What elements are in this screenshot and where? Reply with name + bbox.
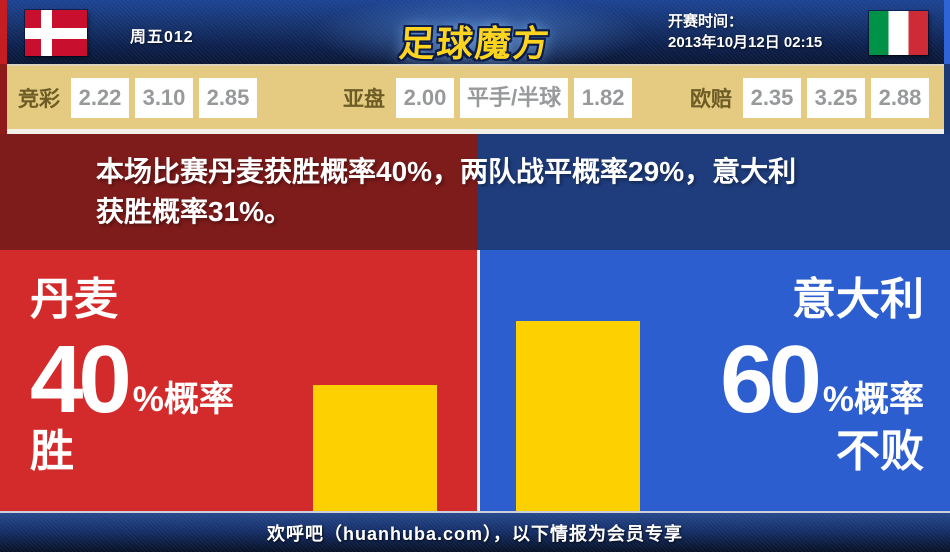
right-edge-strip xyxy=(944,0,950,134)
away-dark-panel xyxy=(477,134,950,250)
odds-value-box: 1.82 xyxy=(574,77,633,118)
summary-line-1: 本场比赛丹麦获胜概率40%，两队战平概率29%，意大利 xyxy=(96,156,797,187)
odds-label-yapan: 亚盘 xyxy=(343,87,385,111)
odds-label-jingcai: 竞彩 xyxy=(18,87,60,111)
site-logo: 足球魔方 xyxy=(397,23,553,64)
footer-text: 欢呼吧（huanhuba.com），以下情报为会员专享 xyxy=(266,523,683,544)
home-probability-suffix: %概率 xyxy=(132,380,234,419)
footer: 欢呼吧（huanhuba.com），以下情报为会员专享 xyxy=(0,511,950,552)
denmark-flag-icon xyxy=(25,10,87,56)
header: 周五012 足球魔方 开赛时间： 2013年10月12日 02:15 xyxy=(0,0,950,66)
odds-group-yapan: 亚盘 2.00 平手/半球 1.82 xyxy=(343,66,635,129)
away-probability-suffix: %概率 xyxy=(822,380,924,419)
odds-value-box: 3.25 xyxy=(807,77,865,118)
odds-value-box: 2.88 xyxy=(871,77,929,118)
summary-line-2: 获胜概率31%。 xyxy=(96,196,293,227)
home-team-name: 丹麦 xyxy=(30,275,118,324)
home-team-stats: 丹麦 40 %概率 胜 xyxy=(30,274,234,482)
kickoff-time: 2013年10月12日 02:15 xyxy=(668,34,823,51)
odds-handicap-box: 平手/半球 xyxy=(460,77,569,118)
away-team-name: 意大利 xyxy=(792,275,924,324)
away-result-label: 不败 xyxy=(836,427,924,476)
odds-value-box: 3.10 xyxy=(135,77,193,118)
odds-value-box: 2.85 xyxy=(199,77,257,118)
prediction-summary: 本场比赛丹麦获胜概率40%，两队战平概率29%，意大利 获胜概率31%。 xyxy=(96,152,856,232)
home-result-label: 胜 xyxy=(30,427,74,476)
odds-label-oupei: 欧赔 xyxy=(690,87,732,111)
odds-group-jingcai: 竞彩 2.22 3.10 2.85 xyxy=(18,66,260,129)
odds-value-box: 2.22 xyxy=(71,77,129,118)
away-probability: 60 %概率 xyxy=(720,326,924,433)
home-probability-bar xyxy=(313,384,437,511)
match-code: 周五012 xyxy=(130,29,194,46)
separator-line xyxy=(0,129,950,134)
left-edge-strip xyxy=(0,0,7,134)
panel-divider xyxy=(477,250,480,511)
home-dark-panel xyxy=(0,134,477,250)
away-probability-bar xyxy=(516,321,640,511)
kickoff-info: 开赛时间： 2013年10月12日 02:15 xyxy=(668,11,822,53)
odds-bar: 竞彩 2.22 3.10 2.85 亚盘 2.00 平手/半球 1.82 欧赔 … xyxy=(0,66,950,129)
odds-value-box: 2.00 xyxy=(396,77,454,118)
odds-value-box: 2.35 xyxy=(743,77,801,118)
italy-flag-icon xyxy=(869,11,928,55)
home-probability-value: 40 xyxy=(30,326,132,433)
away-probability-value: 60 xyxy=(720,326,822,433)
away-team-stats: 意大利 60 %概率 不败 xyxy=(720,274,924,482)
kickoff-label: 开赛时间： xyxy=(668,13,744,30)
odds-group-oupei: 欧赔 2.35 3.25 2.88 xyxy=(690,66,932,129)
main-area: 本场比赛丹麦获胜概率40%，两队战平概率29%，意大利 获胜概率31%。 丹麦 … xyxy=(0,134,950,511)
home-probability: 40 %概率 xyxy=(30,326,234,433)
